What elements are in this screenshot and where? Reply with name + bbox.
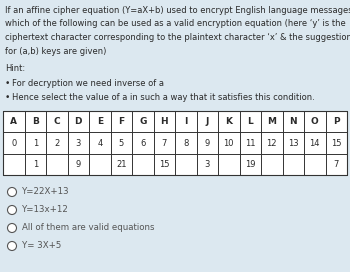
Text: 5: 5 [119,138,124,147]
Text: 9: 9 [76,160,81,169]
Text: for (a,b) keys are given): for (a,b) keys are given) [5,47,106,55]
Text: 13: 13 [288,138,299,147]
Text: Y=13x+12: Y=13x+12 [21,206,68,215]
Text: 4: 4 [97,138,102,147]
FancyBboxPatch shape [3,111,347,175]
Text: 3: 3 [76,138,81,147]
Text: 7: 7 [162,138,167,147]
Text: 15: 15 [331,138,342,147]
Text: If an affine cipher equation (Y=aX+b) used to encrypt English language messages,: If an affine cipher equation (Y=aX+b) us… [5,6,350,15]
Circle shape [7,187,16,196]
Text: 21: 21 [116,160,126,169]
Text: 9: 9 [205,138,210,147]
Text: Y= 3X+5: Y= 3X+5 [21,242,61,251]
Text: D: D [75,117,82,126]
Text: G: G [139,117,146,126]
Text: 10: 10 [224,138,234,147]
Text: •: • [5,93,10,102]
Text: B: B [32,117,39,126]
Circle shape [7,242,16,251]
Circle shape [7,224,16,233]
Text: 14: 14 [309,138,320,147]
Text: I: I [184,117,188,126]
Text: which of the following can be used as a valid encryption equation (here ‘y’ is t: which of the following can be used as a … [5,20,346,29]
Text: K: K [225,117,232,126]
Text: 8: 8 [183,138,188,147]
Text: 3: 3 [204,160,210,169]
Text: J: J [205,117,209,126]
Text: A: A [10,117,17,126]
Text: C: C [54,117,60,126]
Text: 11: 11 [245,138,255,147]
Text: L: L [247,117,253,126]
Text: 15: 15 [159,160,169,169]
Text: Y=22X+13: Y=22X+13 [21,187,69,196]
Text: 1: 1 [33,138,38,147]
Text: Hence select the value of a in such a way that it satisfies this condition.: Hence select the value of a in such a wa… [12,93,315,102]
Text: F: F [118,117,124,126]
Text: 6: 6 [140,138,146,147]
Text: P: P [333,117,340,126]
Text: Hint:: Hint: [5,64,25,73]
Text: N: N [289,117,297,126]
Text: E: E [97,117,103,126]
Text: All of them are valid equations: All of them are valid equations [21,224,154,233]
Text: •: • [5,79,10,88]
Text: 0: 0 [11,138,16,147]
Text: M: M [267,117,276,126]
Text: H: H [160,117,168,126]
Text: O: O [311,117,318,126]
Text: 19: 19 [245,160,255,169]
Text: 12: 12 [266,138,277,147]
Text: For decryption we need inverse of a: For decryption we need inverse of a [12,79,164,88]
Text: 2: 2 [54,138,60,147]
Circle shape [7,206,16,215]
Text: 7: 7 [334,160,339,169]
Text: ciphertext character corresponding to the plaintext character ‘x’ & the suggesti: ciphertext character corresponding to th… [5,33,350,42]
Text: 1: 1 [33,160,38,169]
